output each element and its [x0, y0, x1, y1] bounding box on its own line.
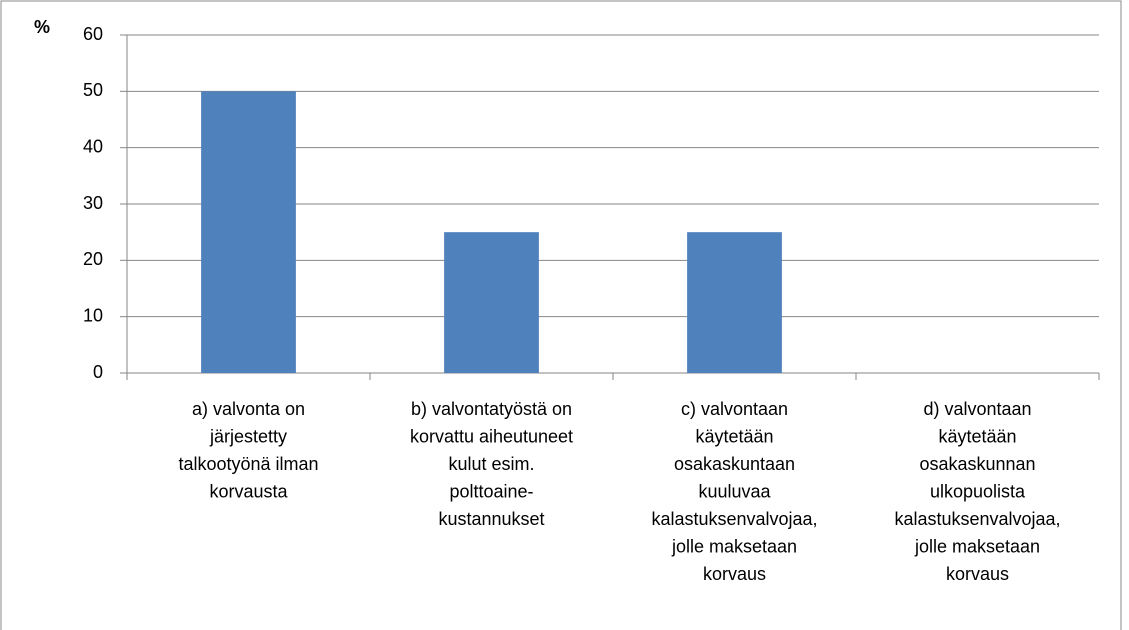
bar	[201, 91, 296, 373]
x-tick-label-line: osakaskunnan	[919, 454, 1035, 474]
y-tick-label: 20	[83, 249, 103, 269]
x-tick-label-line: järjestetty	[209, 426, 287, 446]
x-tick-label-line: kalastuksenvalvojaa,	[894, 509, 1060, 529]
x-tick-label-line: korvattu aiheutuneet	[410, 426, 573, 446]
x-tick-label: b) valvontatyöstä on korvattu aiheutuneet…	[410, 399, 573, 529]
x-tick-label-line: talkootyönä ilman	[178, 454, 318, 474]
y-tick-label: 40	[83, 136, 103, 156]
x-tick-label-line: b) valvontatyöstä on	[411, 399, 572, 419]
x-tick-label-line: korvaus	[703, 564, 766, 584]
y-tick-label: 30	[83, 193, 103, 213]
x-tick-label-line: ulkopuolista	[930, 481, 1026, 501]
x-tick-label-line: kuuluvaa	[698, 481, 771, 501]
bar	[444, 232, 539, 373]
bar	[687, 232, 782, 373]
y-tick-label: 0	[93, 362, 103, 382]
x-tick-label-line: a) valvonta on	[192, 399, 305, 419]
x-tick-label-line: kalastuksenvalvojaa,	[651, 509, 817, 529]
y-axis-label: %	[34, 17, 50, 37]
x-tick-label-line: korvausta	[209, 481, 288, 501]
x-tick-label-line: kulut esim.	[448, 454, 534, 474]
x-tick-label-line: kustannukset	[438, 509, 544, 529]
x-tick-label-line: polttoaine-	[449, 481, 533, 501]
x-tick-label: c) valvontaan käytetään osakaskuntaan kuulu…	[651, 399, 817, 584]
x-tick-label: d) valvontaan käytetään osakaskunnan ulkopu…	[894, 399, 1060, 584]
y-tick-label: 50	[83, 80, 103, 100]
x-tick-label-line: korvaus	[946, 564, 1009, 584]
x-tick-label-line: jolle maksetaan	[914, 536, 1040, 556]
y-tick-label: 10	[83, 305, 103, 325]
x-tick-label-line: c) valvontaan	[681, 399, 788, 419]
x-tick-label-line: käytetään	[938, 426, 1016, 446]
y-tick-label: 60	[83, 24, 103, 44]
x-tick-label-line: käytetään	[695, 426, 773, 446]
x-tick-label-line: jolle maksetaan	[671, 536, 797, 556]
x-tick-label-line: d) valvontaan	[923, 399, 1031, 419]
x-tick-label-line: osakaskuntaan	[674, 454, 795, 474]
x-tick-label: a) valvonta on järjestetty talkootyönä ilm…	[178, 399, 318, 502]
